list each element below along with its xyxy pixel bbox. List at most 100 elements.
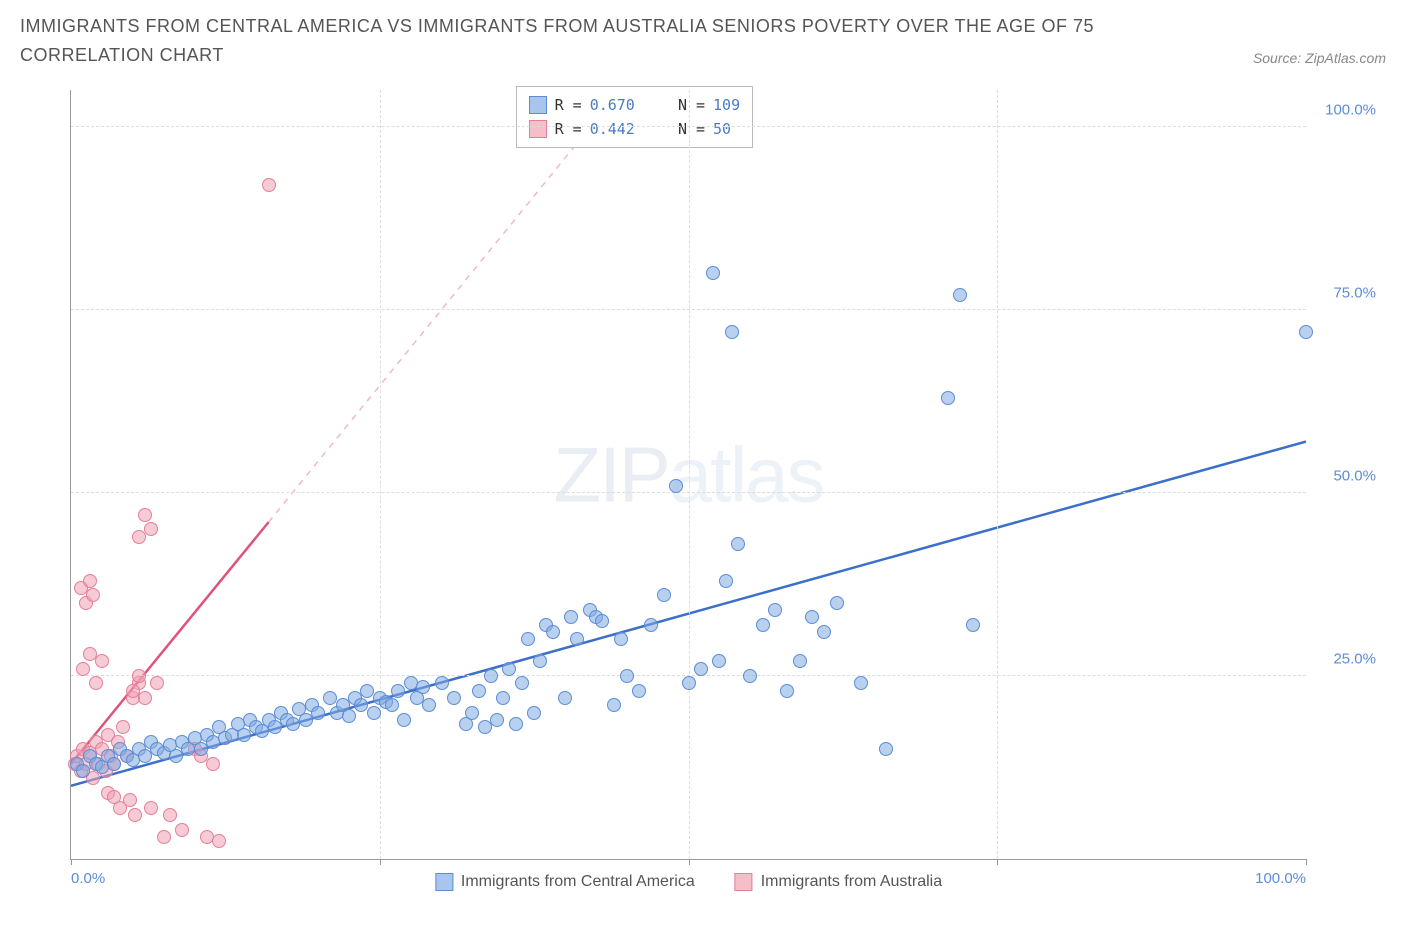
scatter-point-pink bbox=[76, 662, 90, 676]
scatter-point-pink bbox=[123, 793, 137, 807]
scatter-point-blue bbox=[509, 717, 523, 731]
legend-item: Immigrants from Central America bbox=[435, 873, 695, 891]
x-tick bbox=[1306, 859, 1307, 865]
scatter-point-pink bbox=[132, 669, 146, 683]
legend-swatch bbox=[435, 873, 453, 891]
scatter-point-blue bbox=[311, 706, 325, 720]
scatter-point-blue bbox=[712, 654, 726, 668]
scatter-point-blue bbox=[966, 618, 980, 632]
r-value: 0.442 bbox=[590, 117, 635, 141]
scatter-point-blue bbox=[620, 669, 634, 683]
gridline-v bbox=[997, 90, 998, 859]
scatter-point-blue bbox=[533, 654, 547, 668]
scatter-point-blue bbox=[558, 691, 572, 705]
scatter-point-pink bbox=[116, 720, 130, 734]
scatter-point-blue bbox=[725, 325, 739, 339]
stats-legend-row: R = 0.442 N = 50 bbox=[529, 117, 741, 141]
scatter-point-blue bbox=[682, 676, 696, 690]
scatter-point-blue bbox=[632, 684, 646, 698]
scatter-point-blue bbox=[657, 588, 671, 602]
scatter-point-pink bbox=[86, 588, 100, 602]
scatter-point-blue bbox=[367, 706, 381, 720]
scatter-point-blue bbox=[435, 676, 449, 690]
scatter-point-pink bbox=[128, 808, 142, 822]
scatter-point-blue bbox=[953, 288, 967, 302]
scatter-point-blue bbox=[817, 625, 831, 639]
scatter-point-blue bbox=[607, 698, 621, 712]
scatter-point-pink bbox=[175, 823, 189, 837]
legend-label: Immigrants from Australia bbox=[761, 873, 942, 891]
n-label: N = bbox=[678, 117, 705, 141]
scatter-point-pink bbox=[107, 790, 121, 804]
scatter-point-blue bbox=[644, 618, 658, 632]
scatter-point-blue bbox=[496, 691, 510, 705]
scatter-point-pink bbox=[138, 508, 152, 522]
scatter-point-blue bbox=[805, 610, 819, 624]
scatter-point-blue bbox=[743, 669, 757, 683]
scatter-point-blue bbox=[719, 574, 733, 588]
scatter-point-blue bbox=[854, 676, 868, 690]
scatter-point-blue bbox=[570, 632, 584, 646]
scatter-point-blue bbox=[422, 698, 436, 712]
chart-container: Seniors Poverty Over the Age of 75 ZIPat… bbox=[20, 80, 1386, 910]
scatter-point-blue bbox=[527, 706, 541, 720]
source-name: ZipAtlas.com bbox=[1305, 50, 1386, 66]
scatter-point-blue bbox=[416, 680, 430, 694]
scatter-point-blue bbox=[465, 706, 479, 720]
n-label: N = bbox=[678, 93, 705, 117]
chart-title: IMMIGRANTS FROM CENTRAL AMERICA VS IMMIG… bbox=[20, 12, 1140, 70]
gridline-v bbox=[380, 90, 381, 859]
y-tick-label: 25.0% bbox=[1316, 650, 1376, 667]
scatter-point-blue bbox=[472, 684, 486, 698]
legend-swatch bbox=[735, 873, 753, 891]
scatter-point-pink bbox=[138, 691, 152, 705]
scatter-point-pink bbox=[144, 522, 158, 536]
scatter-point-blue bbox=[793, 654, 807, 668]
scatter-point-blue bbox=[385, 698, 399, 712]
n-value: 50 bbox=[713, 117, 731, 141]
scatter-point-blue bbox=[879, 742, 893, 756]
plot-area: ZIPatlas R = 0.670 N = 109R = 0.442 N = … bbox=[70, 90, 1306, 860]
scatter-point-blue bbox=[490, 713, 504, 727]
legend-label: Immigrants from Central America bbox=[461, 873, 695, 891]
x-tick bbox=[380, 859, 381, 865]
scatter-point-pink bbox=[212, 834, 226, 848]
scatter-point-pink bbox=[95, 654, 109, 668]
stats-legend-row: R = 0.670 N = 109 bbox=[529, 93, 741, 117]
n-value: 109 bbox=[713, 93, 740, 117]
y-tick-label: 50.0% bbox=[1316, 467, 1376, 484]
watermark-atlas: atlas bbox=[669, 430, 824, 518]
y-tick-label: 75.0% bbox=[1316, 284, 1376, 301]
scatter-point-pink bbox=[89, 676, 103, 690]
scatter-point-blue bbox=[521, 632, 535, 646]
r-label: R = bbox=[555, 93, 582, 117]
scatter-point-blue bbox=[546, 625, 560, 639]
source-label: Source: bbox=[1253, 50, 1301, 66]
y-tick-label: 100.0% bbox=[1316, 101, 1376, 118]
legend-swatch bbox=[529, 96, 547, 114]
scatter-point-blue bbox=[447, 691, 461, 705]
scatter-point-blue bbox=[484, 669, 498, 683]
scatter-point-blue bbox=[694, 662, 708, 676]
scatter-point-blue bbox=[756, 618, 770, 632]
x-tick-label-max: 100.0% bbox=[1255, 870, 1306, 887]
scatter-point-blue bbox=[731, 537, 745, 551]
x-tick bbox=[997, 859, 998, 865]
source-attribution: Source: ZipAtlas.com bbox=[1253, 50, 1386, 70]
scatter-point-blue bbox=[830, 596, 844, 610]
x-tick bbox=[689, 859, 690, 865]
x-tick bbox=[71, 859, 72, 865]
stats-legend: R = 0.670 N = 109R = 0.442 N = 50 bbox=[516, 86, 754, 148]
scatter-point-blue bbox=[614, 632, 628, 646]
scatter-point-pink bbox=[83, 574, 97, 588]
scatter-point-blue bbox=[502, 662, 516, 676]
r-label: R = bbox=[555, 117, 582, 141]
chart-header: IMMIGRANTS FROM CENTRAL AMERICA VS IMMIG… bbox=[0, 0, 1406, 70]
scatter-point-pink bbox=[262, 178, 276, 192]
scatter-point-blue bbox=[768, 603, 782, 617]
scatter-point-blue bbox=[780, 684, 794, 698]
scatter-point-pink bbox=[144, 801, 158, 815]
scatter-point-blue bbox=[342, 709, 356, 723]
scatter-point-pink bbox=[157, 830, 171, 844]
series-legend: Immigrants from Central America Immigrant… bbox=[435, 873, 942, 891]
